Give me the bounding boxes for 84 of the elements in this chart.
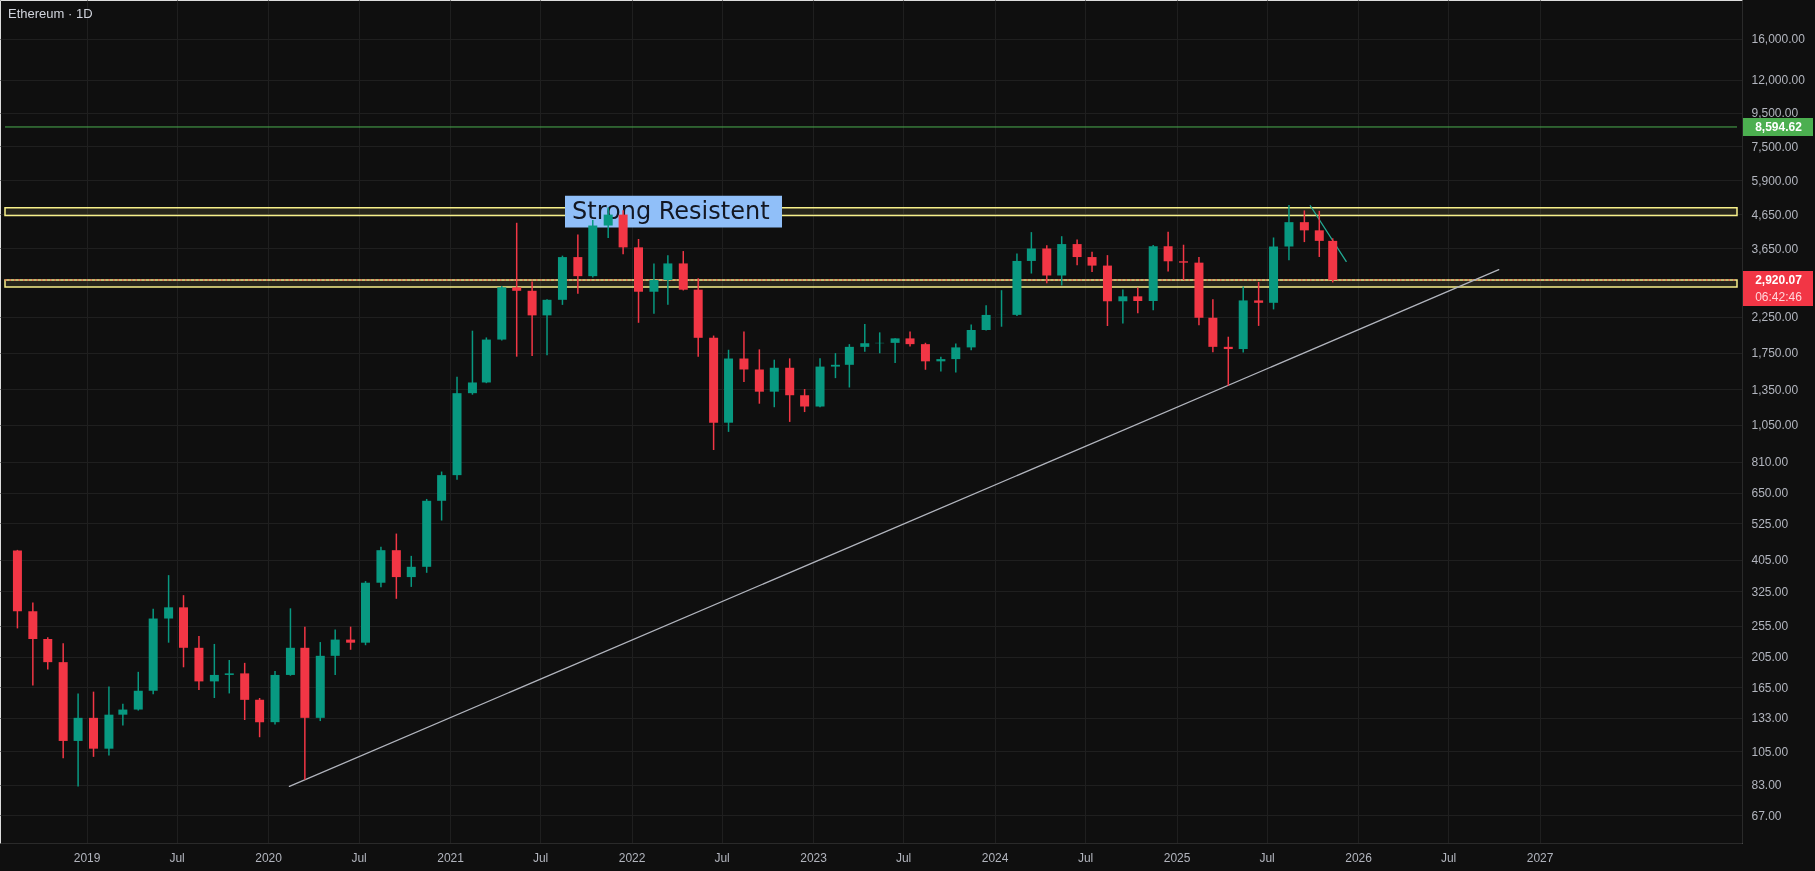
candlestick: [1026, 231, 1036, 275]
y-tick-label: 16,000.00: [1751, 32, 1806, 47]
candlestick: [1314, 210, 1324, 258]
candlestick: [1072, 238, 1082, 266]
candlestick: [981, 304, 991, 332]
ref-line-label: 8,594.62: [1755, 119, 1803, 134]
candlestick: [739, 330, 749, 383]
candlestick: [830, 352, 840, 379]
candlestick: [164, 574, 174, 644]
y-tick-label: 1,750.00: [1751, 346, 1799, 361]
candlestick: [663, 254, 673, 306]
ref-line-label: 2,920.07: [1755, 272, 1803, 287]
y-tick-label: 650.00: [1751, 486, 1789, 501]
y-tick-label: 205.00: [1751, 650, 1789, 665]
band-label: Strong Resistent: [572, 196, 770, 225]
candlestick: [966, 323, 976, 351]
candlestick: [936, 355, 946, 373]
candlestick: [1254, 281, 1264, 327]
x-tick-label: Jul: [714, 850, 730, 865]
y-tick-label: 255.00: [1751, 619, 1789, 634]
y-tick-label: 7,500.00: [1751, 139, 1799, 154]
x-tick-label: 2020: [255, 850, 283, 865]
candlestick: [1223, 335, 1233, 387]
candlestick: [118, 702, 128, 727]
y-tick-label: 1,050.00: [1751, 418, 1799, 433]
candlestick: [43, 636, 53, 671]
y-tick-label: 3,650.00: [1751, 241, 1799, 256]
x-tick-label: Jul: [895, 850, 912, 865]
x-tick-label: Jul: [1259, 850, 1275, 865]
candlestick: [209, 643, 219, 699]
y-tick-label: 165.00: [1751, 680, 1789, 695]
text: Ethereum · 1D: [8, 6, 93, 21]
x-tick-label: 2019: [73, 850, 101, 865]
candlestick: [1299, 209, 1309, 243]
candlestick: [890, 337, 900, 364]
x-tick-label: 2021: [437, 850, 465, 865]
candlestick: [754, 348, 764, 405]
candlestick: [467, 329, 477, 396]
candlestick: [920, 342, 930, 371]
y-tick-label: 67.00: [1751, 808, 1782, 823]
candlestick: [844, 343, 854, 389]
y-tick-label: 405.00: [1751, 553, 1789, 568]
x-tick-label: Jul: [532, 850, 549, 865]
text: 06:42:46: [1755, 289, 1803, 304]
y-tick-label: 9,500.00: [1751, 106, 1799, 121]
x-tick-label: Jul: [1077, 850, 1094, 865]
x-tick-label: 2022: [618, 850, 646, 865]
candlestick: [1087, 251, 1097, 273]
y-tick-label: 12,000.00: [1751, 73, 1806, 88]
y-tick-label: 2,250.00: [1751, 310, 1799, 325]
y-tick-label: 525.00: [1751, 516, 1789, 531]
x-tick-label: 2024: [981, 850, 1009, 865]
y-tick-label: 325.00: [1751, 584, 1789, 599]
y-tick-label: 83.00: [1751, 778, 1782, 793]
x-tick-label: Jul: [1440, 850, 1457, 865]
candlestick: [330, 628, 340, 676]
candlestick: [255, 697, 265, 738]
x-tick-label: 2026: [1345, 850, 1373, 865]
candlestick: [769, 358, 779, 408]
x-tick-label: 2027: [1526, 850, 1554, 865]
candlestick: [649, 262, 659, 315]
y-tick-label: 1,350.00: [1751, 382, 1799, 397]
candlestick: [860, 323, 870, 353]
x-tick-label: Jul: [351, 850, 367, 865]
candlestick: [573, 233, 583, 295]
candlestick: [73, 692, 83, 788]
x-tick-label: 2023: [800, 850, 828, 865]
candlestick: [133, 671, 143, 712]
y-tick-label: 4,650.00: [1751, 207, 1799, 222]
y-tick-label: 810.00: [1751, 455, 1789, 470]
candlestick: [542, 298, 552, 356]
y-tick-label: 105.00: [1751, 744, 1789, 759]
candlestick: [800, 388, 810, 413]
candlestick: [951, 342, 961, 374]
y-tick-label: 133.00: [1751, 711, 1789, 726]
x-tick-label: 2025: [1163, 850, 1191, 865]
candlestick: [406, 555, 416, 588]
candlestick: [346, 625, 356, 651]
candlestick: [1163, 230, 1173, 273]
candlestick: [1133, 286, 1143, 314]
x-tick-label: Jul: [169, 850, 185, 865]
y-tick-label: 5,900.00: [1751, 173, 1799, 188]
candlestick: [1118, 288, 1128, 325]
candlestick: [224, 659, 234, 695]
